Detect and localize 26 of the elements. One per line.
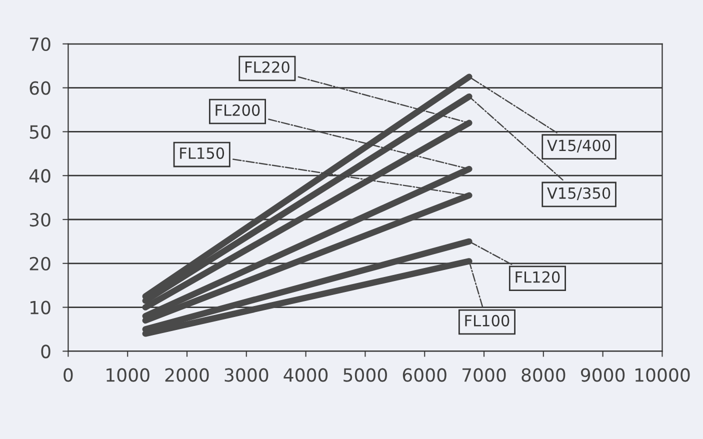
y-tick-label: 0 xyxy=(41,344,50,358)
text: FL120 xyxy=(516,271,560,283)
text: FL200 xyxy=(216,104,260,116)
y-tick-label: 30 xyxy=(30,212,50,227)
x-tick-label: 3000 xyxy=(224,368,268,382)
y-tick-label: 20 xyxy=(30,256,50,271)
x-tick-label: 5000 xyxy=(344,368,387,382)
y-tick-label: 70 xyxy=(30,37,50,52)
x-tick-label: 10000 xyxy=(635,368,690,382)
x-tick-label: 8000 xyxy=(522,368,566,382)
y-tick-label: 10 xyxy=(30,300,50,314)
x-tick-label: 0 xyxy=(64,368,73,382)
text: V15/350 xyxy=(547,187,610,200)
x-tick-label: 1000 xyxy=(106,368,150,382)
y-tick-label: 40 xyxy=(29,169,50,183)
y-tick-label: 60 xyxy=(30,81,50,95)
x-tick-label: 7000 xyxy=(462,368,506,382)
text: FL220 xyxy=(245,61,290,73)
text: FL100 xyxy=(465,314,510,326)
x-tick-label: 6000 xyxy=(402,368,446,382)
x-tick-label: 9000 xyxy=(580,368,625,382)
text: V15/400 xyxy=(547,140,610,152)
y-tick-label: 50 xyxy=(30,125,50,139)
x-tick-label: 4000 xyxy=(284,368,328,382)
x-tick-label: 2000 xyxy=(165,368,209,382)
text: FL150 xyxy=(180,147,224,159)
